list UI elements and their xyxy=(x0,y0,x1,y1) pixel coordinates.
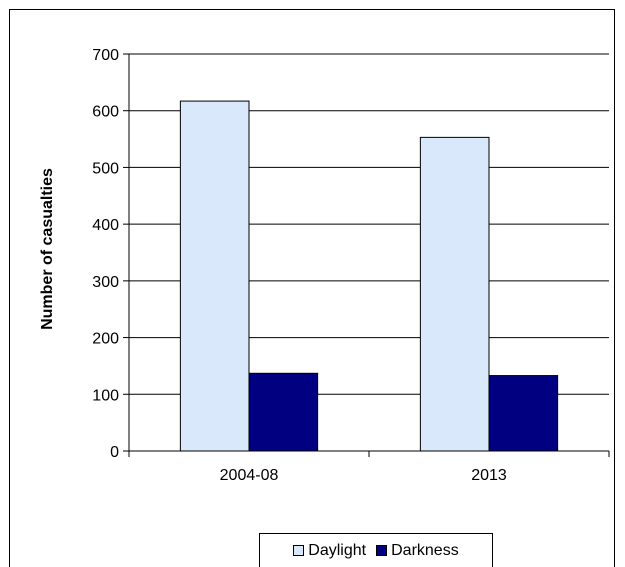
y-tick-label: 600 xyxy=(92,104,119,121)
legend-label-daylight: Daylight xyxy=(308,541,367,559)
bar-daylight-2004-08 xyxy=(179,100,250,452)
x-tick-label: 2013 xyxy=(471,467,507,484)
bar-daylight-2013 xyxy=(419,136,490,452)
y-tick-labels: 0 100 200 300 400 500 600 700 xyxy=(92,47,119,461)
legend: Daylight Darkness xyxy=(259,533,493,567)
y-tick-label: 400 xyxy=(92,217,119,234)
y-tick-label: 100 xyxy=(92,387,119,404)
y-tick-label: 700 xyxy=(92,47,119,64)
y-tick-label: 0 xyxy=(110,444,119,461)
legend-item-daylight: Daylight xyxy=(293,542,366,560)
legend-label-darkness: Darkness xyxy=(391,541,459,559)
bar-darkness-2004-08 xyxy=(248,372,319,452)
x-tick-label: 2004-08 xyxy=(220,467,279,484)
x-tick-labels: 2004-08 2013 xyxy=(220,467,507,484)
y-tick-label: 500 xyxy=(92,160,119,177)
y-tick-label: 200 xyxy=(92,331,119,348)
bar-darkness-2013 xyxy=(488,375,559,452)
legend-swatch-daylight xyxy=(293,545,305,556)
y-tick-label: 300 xyxy=(92,274,119,291)
legend-item-darkness: Darkness xyxy=(376,542,459,560)
bars xyxy=(179,100,559,452)
axes xyxy=(123,53,610,457)
y-axis-title: Number of casualties xyxy=(39,168,56,330)
legend-swatch-darkness xyxy=(376,545,388,556)
chart-frame xyxy=(9,9,615,567)
